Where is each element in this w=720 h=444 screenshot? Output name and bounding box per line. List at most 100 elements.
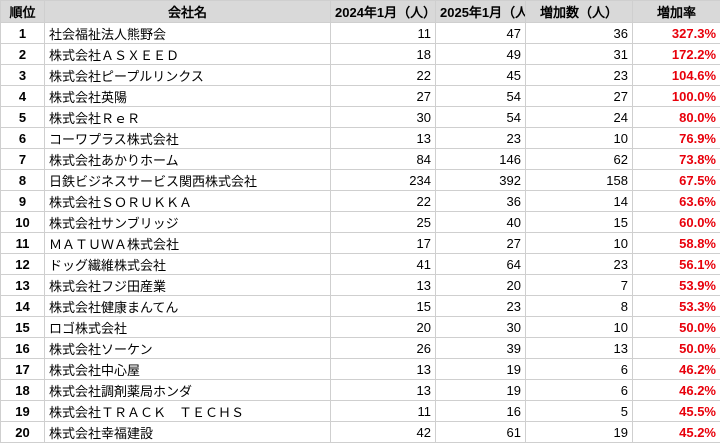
count-2025: 47: [435, 22, 526, 44]
company-name: 株式会社ＲｅＲ: [44, 106, 331, 128]
count-2025: 27: [435, 232, 526, 254]
count-2025: 30: [435, 316, 526, 338]
increase: 15: [525, 211, 633, 233]
rank: 12: [0, 253, 45, 275]
company-name: ドッグ繊維株式会社: [44, 253, 331, 275]
count-2025: 39: [435, 337, 526, 359]
table-row: 7 株式会社あかりホーム 84 146 62 73.8%: [0, 148, 720, 170]
rank: 16: [0, 337, 45, 359]
company-name: 株式会社ピープルリンクス: [44, 64, 331, 86]
company-name: 株式会社中心屋: [44, 358, 331, 380]
table-row: 1 社会福祉法人熊野会 11 47 36 327.3%: [0, 22, 720, 44]
rank: 8: [0, 169, 45, 191]
increase-rate: 50.0%: [632, 316, 720, 338]
count-2025-header: 2025年1月（人）: [435, 0, 526, 23]
count-2024: 17: [330, 232, 436, 254]
count-2024: 22: [330, 190, 436, 212]
count-2024: 15: [330, 295, 436, 317]
table-body: 1 社会福祉法人熊野会 11 47 36 327.3% 2 株式会社ＡＳＸＥＥＤ 18 49 31 1…: [0, 22, 720, 443]
company-name: 株式会社調剤薬局ホンダ: [44, 379, 331, 401]
company-name: 株式会社ソーケン: [44, 337, 331, 359]
table-row: 18 株式会社調剤薬局ホンダ 13 19 6 46.2%: [0, 379, 720, 401]
count-2025: 36: [435, 190, 526, 212]
increase-rate: 45.2%: [632, 421, 720, 443]
table-row: 8 日鉄ビジネスサービス関西株式会社 234 392 158 67.5%: [0, 169, 720, 191]
table-row: 2 株式会社ＡＳＸＥＥＤ 18 49 31 172.2%: [0, 43, 720, 65]
rank: 1: [0, 22, 45, 44]
count-2024: 13: [330, 274, 436, 296]
count-2025: 23: [435, 127, 526, 149]
increase-rate: 80.0%: [632, 106, 720, 128]
company-name: 株式会社ＳＯＲＵＫＫＡ: [44, 190, 331, 212]
increase-rate: 46.2%: [632, 358, 720, 380]
table-row: 12 ドッグ繊維株式会社 41 64 23 56.1%: [0, 253, 720, 275]
increase: 31: [525, 43, 633, 65]
count-2025: 20: [435, 274, 526, 296]
company-name: 株式会社サンブリッジ: [44, 211, 331, 233]
rank: 7: [0, 148, 45, 170]
rank: 20: [0, 421, 45, 443]
table-row: 5 株式会社ＲｅＲ 30 54 24 80.0%: [0, 106, 720, 128]
increase: 23: [525, 253, 633, 275]
count-2024: 30: [330, 106, 436, 128]
increase-rate: 104.6%: [632, 64, 720, 86]
count-2024: 22: [330, 64, 436, 86]
count-2024: 41: [330, 253, 436, 275]
increase-rate: 73.8%: [632, 148, 720, 170]
table-row: 6 コーワプラス株式会社 13 23 10 76.9%: [0, 127, 720, 149]
increase: 6: [525, 379, 633, 401]
rank: 9: [0, 190, 45, 212]
increase-rate: 53.3%: [632, 295, 720, 317]
count-2025: 19: [435, 379, 526, 401]
count-2024: 13: [330, 379, 436, 401]
count-2025: 40: [435, 211, 526, 233]
increase-rate: 63.6%: [632, 190, 720, 212]
increase: 24: [525, 106, 633, 128]
increase-rate: 67.5%: [632, 169, 720, 191]
rank: 15: [0, 316, 45, 338]
table-row: 17 株式会社中心屋 13 19 6 46.2%: [0, 358, 720, 380]
increase: 23: [525, 64, 633, 86]
table-row: 4 株式会社英陽 27 54 27 100.0%: [0, 85, 720, 107]
increase: 10: [525, 232, 633, 254]
increase: 27: [525, 85, 633, 107]
count-2024: 25: [330, 211, 436, 233]
company-name: 株式会社あかりホーム: [44, 148, 331, 170]
count-2025: 64: [435, 253, 526, 275]
company-name: ＭＡＴＵＷＡ株式会社: [44, 232, 331, 254]
increase: 8: [525, 295, 633, 317]
increase: 6: [525, 358, 633, 380]
increase-rate: 100.0%: [632, 85, 720, 107]
count-2024: 13: [330, 358, 436, 380]
increase: 62: [525, 148, 633, 170]
increase: 13: [525, 337, 633, 359]
rank: 19: [0, 400, 45, 422]
company-name: コーワプラス株式会社: [44, 127, 331, 149]
rank: 4: [0, 85, 45, 107]
count-2024: 18: [330, 43, 436, 65]
count-2024: 84: [330, 148, 436, 170]
increase: 36: [525, 22, 633, 44]
count-2025: 61: [435, 421, 526, 443]
increase: 5: [525, 400, 633, 422]
increase-rate: 58.8%: [632, 232, 720, 254]
count-2024: 42: [330, 421, 436, 443]
table-row: 13 株式会社フジ田産業 13 20 7 53.9%: [0, 274, 720, 296]
count-2025: 16: [435, 400, 526, 422]
increase-rate: 60.0%: [632, 211, 720, 233]
company-name: 株式会社幸福建設: [44, 421, 331, 443]
rank: 3: [0, 64, 45, 86]
table-row: 10 株式会社サンブリッジ 25 40 15 60.0%: [0, 211, 720, 233]
increase-rate: 56.1%: [632, 253, 720, 275]
increase-rate: 46.2%: [632, 379, 720, 401]
company-header: 会社名: [44, 0, 331, 23]
increase: 14: [525, 190, 633, 212]
count-2024-header: 2024年1月（人）: [330, 0, 436, 23]
count-2025: 54: [435, 106, 526, 128]
table-row: 14 株式会社健康まんてん 15 23 8 53.3%: [0, 295, 720, 317]
increase-rate: 45.5%: [632, 400, 720, 422]
company-name: 株式会社英陽: [44, 85, 331, 107]
table-row: 9 株式会社ＳＯＲＵＫＫＡ 22 36 14 63.6%: [0, 190, 720, 212]
increase: 19: [525, 421, 633, 443]
